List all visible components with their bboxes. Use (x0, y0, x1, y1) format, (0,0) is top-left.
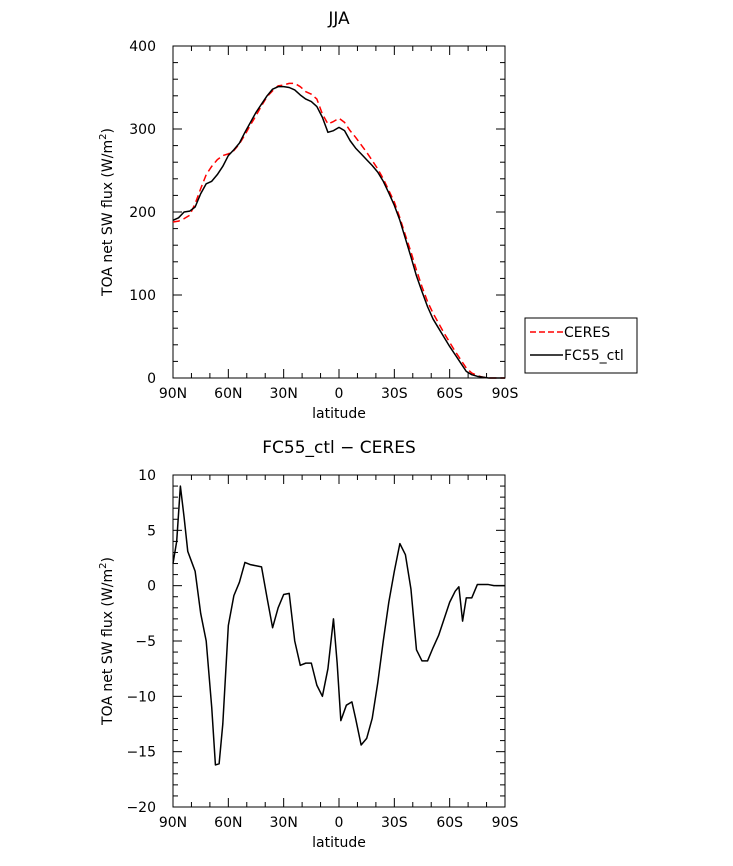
y-axis-label: TOA net SW flux (W/m2) (98, 557, 116, 726)
y-tick-label: −5 (135, 634, 156, 650)
y-tick-label: 0 (147, 371, 156, 387)
y-axis-label-superscript: 2 (98, 563, 109, 569)
x-axis-label: latitude (312, 835, 366, 851)
series-line-0 (172, 485, 505, 766)
y-tick-label: 300 (129, 122, 156, 138)
plot-frame (172, 45, 506, 379)
y-tick-label: 5 (147, 523, 156, 539)
x-tick-label: 0 (335, 386, 344, 402)
y-tick-label: 100 (129, 288, 156, 304)
y-tick-label: 400 (129, 39, 156, 55)
plot-frame (172, 474, 506, 808)
x-tick-label: 60N (214, 386, 242, 402)
y-axis-label-superscript: 2 (98, 134, 109, 140)
y-tick-label: −10 (126, 689, 156, 705)
y-axis-label-text: TOA net SW flux (W/m (100, 140, 116, 297)
x-tick-label: 0 (335, 815, 344, 831)
y-tick-label: −20 (126, 800, 156, 816)
chart-title: FC55_ctl − CERES (262, 438, 416, 458)
x-tick-label: 60S (436, 386, 463, 402)
x-tick-label: 90S (492, 386, 519, 402)
x-tick-label: 60S (436, 815, 463, 831)
x-tick-label: 30N (270, 815, 298, 831)
x-tick-label: 90S (492, 815, 519, 831)
y-tick-label: 0 (147, 579, 156, 595)
bottom-panel: FC55_ctl − CERES 90N 60N 30N 0 30S 60S 90S −20 −1… (98, 438, 518, 851)
y-tick-label: −15 (126, 745, 156, 761)
x-tick-label: 90N (159, 386, 187, 402)
legend-label: CERES (564, 325, 610, 341)
x-tick-label: 90N (159, 815, 187, 831)
x-tick-label: 30N (270, 386, 298, 402)
x-tick-label: 30S (381, 386, 408, 402)
chart-title: JJA (327, 9, 350, 29)
legend-label: FC55_ctl (564, 348, 624, 364)
y-axis-label-text: TOA net SW flux (W/m (100, 569, 116, 726)
top-panel: JJA 90N 60N 30N 0 30S 60S 90S 0 100 200 300 400 latit… (98, 9, 638, 422)
y-tick-label: 200 (129, 205, 156, 221)
legend-box (524, 317, 638, 374)
legend: CERES FC55_ctl (524, 317, 638, 374)
series-line-fc55-ctl (172, 85, 505, 379)
series-line-ceres (172, 82, 505, 379)
x-axis-label: latitude (312, 406, 366, 422)
y-axis-label: TOA net SW flux (W/m2) (98, 128, 116, 297)
x-tick-label: 60N (214, 815, 242, 831)
y-axis-label-end: ) (100, 557, 116, 562)
y-tick-label: 10 (138, 468, 156, 484)
x-tick-label: 30S (381, 815, 408, 831)
y-axis-label-end: ) (100, 128, 116, 133)
